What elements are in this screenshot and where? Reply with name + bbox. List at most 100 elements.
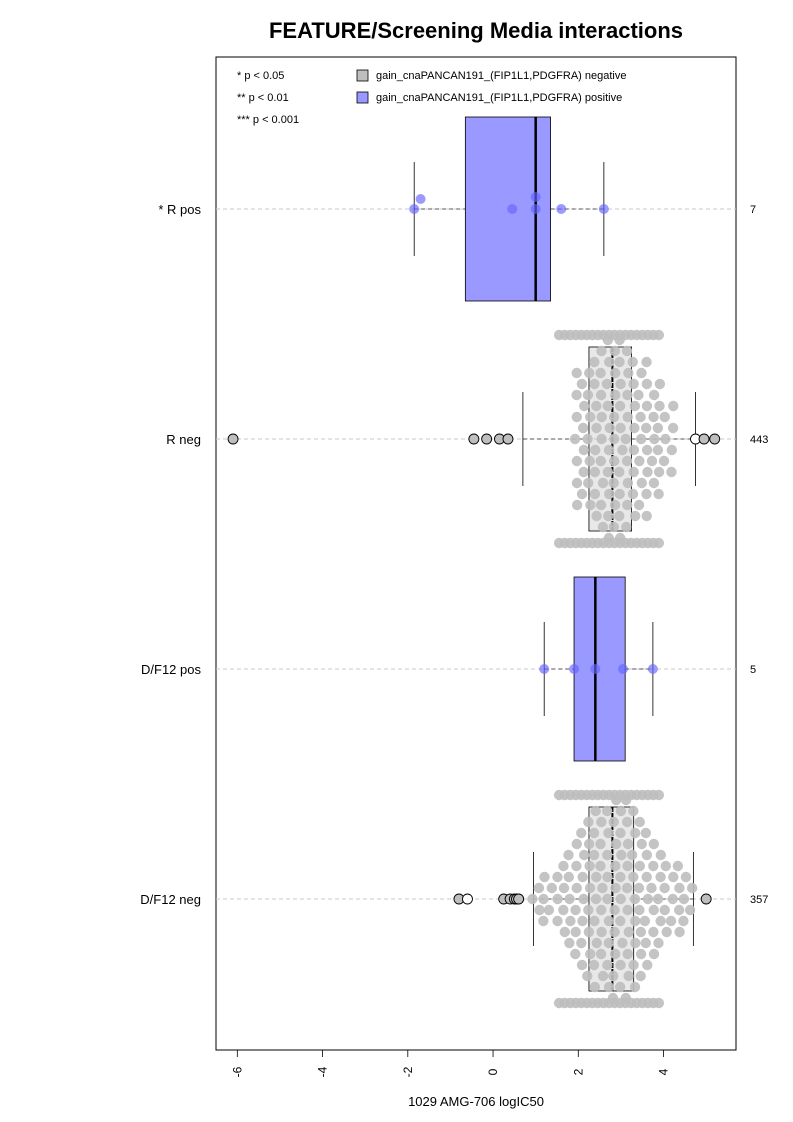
group-0-label: * R pos (158, 202, 201, 217)
group-1-point-35 (596, 411, 607, 423)
group-3-point-11 (558, 882, 570, 894)
group-3-point-123 (648, 926, 659, 938)
group-3-point-34 (578, 893, 589, 905)
group-3-point-16 (571, 838, 582, 850)
group-3-point-128 (660, 860, 671, 872)
x-tick-label-2: -2 (401, 1066, 415, 1077)
group-1-point-39 (595, 455, 607, 467)
x-tick-label-1: -4 (316, 1066, 330, 1077)
group-3-point-55 (595, 948, 607, 960)
group-3-point-53 (596, 926, 607, 938)
group-1-point-40 (602, 466, 614, 478)
group-1-point-82 (621, 521, 632, 533)
group-1-point-19 (591, 422, 602, 434)
group-3-point-4 (539, 871, 550, 883)
group-3-point-68 (602, 893, 613, 905)
group-1-outlier-2 (481, 433, 493, 445)
group-1-point-8 (571, 455, 583, 467)
group-1-point-0 (571, 367, 582, 379)
group-3-point-118 (641, 871, 652, 883)
group-2-point-1 (569, 664, 580, 674)
group-1-point-70 (622, 389, 633, 401)
group-3-point-7 (543, 904, 555, 916)
group-1-point-73 (629, 422, 640, 434)
group-1-point-113 (666, 444, 678, 456)
group-3-point-137 (668, 871, 679, 883)
group-3-point-70 (603, 915, 615, 927)
legend-sig-1: * p < 0.05 (237, 70, 284, 82)
group-3-point-33 (584, 882, 596, 894)
group-3-point-127 (655, 849, 667, 861)
group-1-point-88 (635, 411, 646, 423)
group-3-point-19 (563, 871, 574, 883)
group-1-point-56 (609, 433, 620, 445)
group-1-point-52 (610, 389, 621, 401)
group-1-point-87 (641, 400, 653, 412)
group-1-point-1 (576, 378, 588, 390)
group-3-point-84 (622, 860, 633, 872)
group-3-point-39 (585, 948, 596, 960)
group-3-point-147 (678, 915, 689, 927)
group-3-point-54 (591, 937, 602, 949)
group-3-count: 357 (750, 894, 768, 906)
group-1-point-44 (603, 510, 614, 522)
group-1-point-84 (636, 367, 647, 379)
group-1-point-110 (659, 411, 670, 423)
x-tick-label-3: 0 (486, 1068, 500, 1075)
group-1-point-69 (628, 378, 639, 390)
group-labels: * R pos 7 R neg 443 D/F12 pos 5 D/F12 neg 357 (140, 202, 768, 907)
group-1-point-24 (582, 477, 594, 489)
group-1-point-17 (591, 400, 602, 412)
group-1-point-6 (569, 433, 581, 445)
group-1-point-59 (614, 466, 625, 478)
group-3-point-114 (640, 827, 652, 839)
group-1-point-7 (578, 444, 590, 456)
group-1-outlier-6 (698, 433, 710, 445)
group-3-point-37 (583, 926, 595, 938)
group-3-point-29 (583, 838, 595, 850)
group-3-point-27 (583, 816, 594, 828)
group-3-point-138 (674, 882, 685, 894)
group-1-point-25 (589, 488, 601, 500)
group-1-point-71 (629, 400, 641, 412)
group-3-point-42 (590, 805, 601, 817)
group-3-point-129 (655, 871, 666, 883)
group-1-point-32 (601, 378, 613, 390)
group-3-point-101 (626, 849, 638, 861)
group-3-point-52 (589, 915, 600, 927)
group-1-point-115 (666, 466, 677, 478)
group-1-point-90 (635, 433, 647, 445)
group-3-point-48 (591, 871, 602, 883)
whiskers (413, 162, 696, 946)
legend-swatch-negative (356, 69, 369, 82)
group-3-point-95 (614, 981, 626, 993)
group-0-point-1 (415, 194, 426, 204)
group-3-point-8 (538, 915, 549, 927)
group-3-point-87 (615, 893, 626, 905)
group-3-point-108 (635, 926, 647, 938)
group-3-point-49 (597, 882, 608, 894)
group-0-point-0 (409, 204, 420, 214)
group-3-point-141 (665, 915, 677, 927)
group-1-point-60 (608, 477, 619, 489)
group-1-point-85 (641, 378, 653, 390)
group-3-label: D/F12 neg (140, 892, 201, 907)
data-points (227, 192, 721, 1009)
group-1-point-26 (585, 499, 596, 511)
group-3-point-69 (609, 904, 620, 916)
group-2-point-3 (618, 664, 629, 674)
group-1-point-54 (608, 411, 620, 423)
group-1-point-57 (617, 444, 628, 456)
group-1-point-31 (595, 367, 606, 379)
group-1-point-34 (602, 400, 613, 412)
group-3-point-99 (629, 827, 641, 839)
group-3-point-104 (633, 882, 645, 894)
group-1-point-111 (667, 422, 679, 434)
group-1-point-68 (623, 367, 634, 379)
group-3-point-133 (655, 915, 666, 927)
group-1-point-38 (603, 444, 615, 456)
group-1-point-91 (641, 444, 653, 456)
group-1-point-67 (627, 356, 638, 368)
group-3-point-146 (684, 904, 696, 916)
group-3-point-20 (571, 882, 582, 894)
